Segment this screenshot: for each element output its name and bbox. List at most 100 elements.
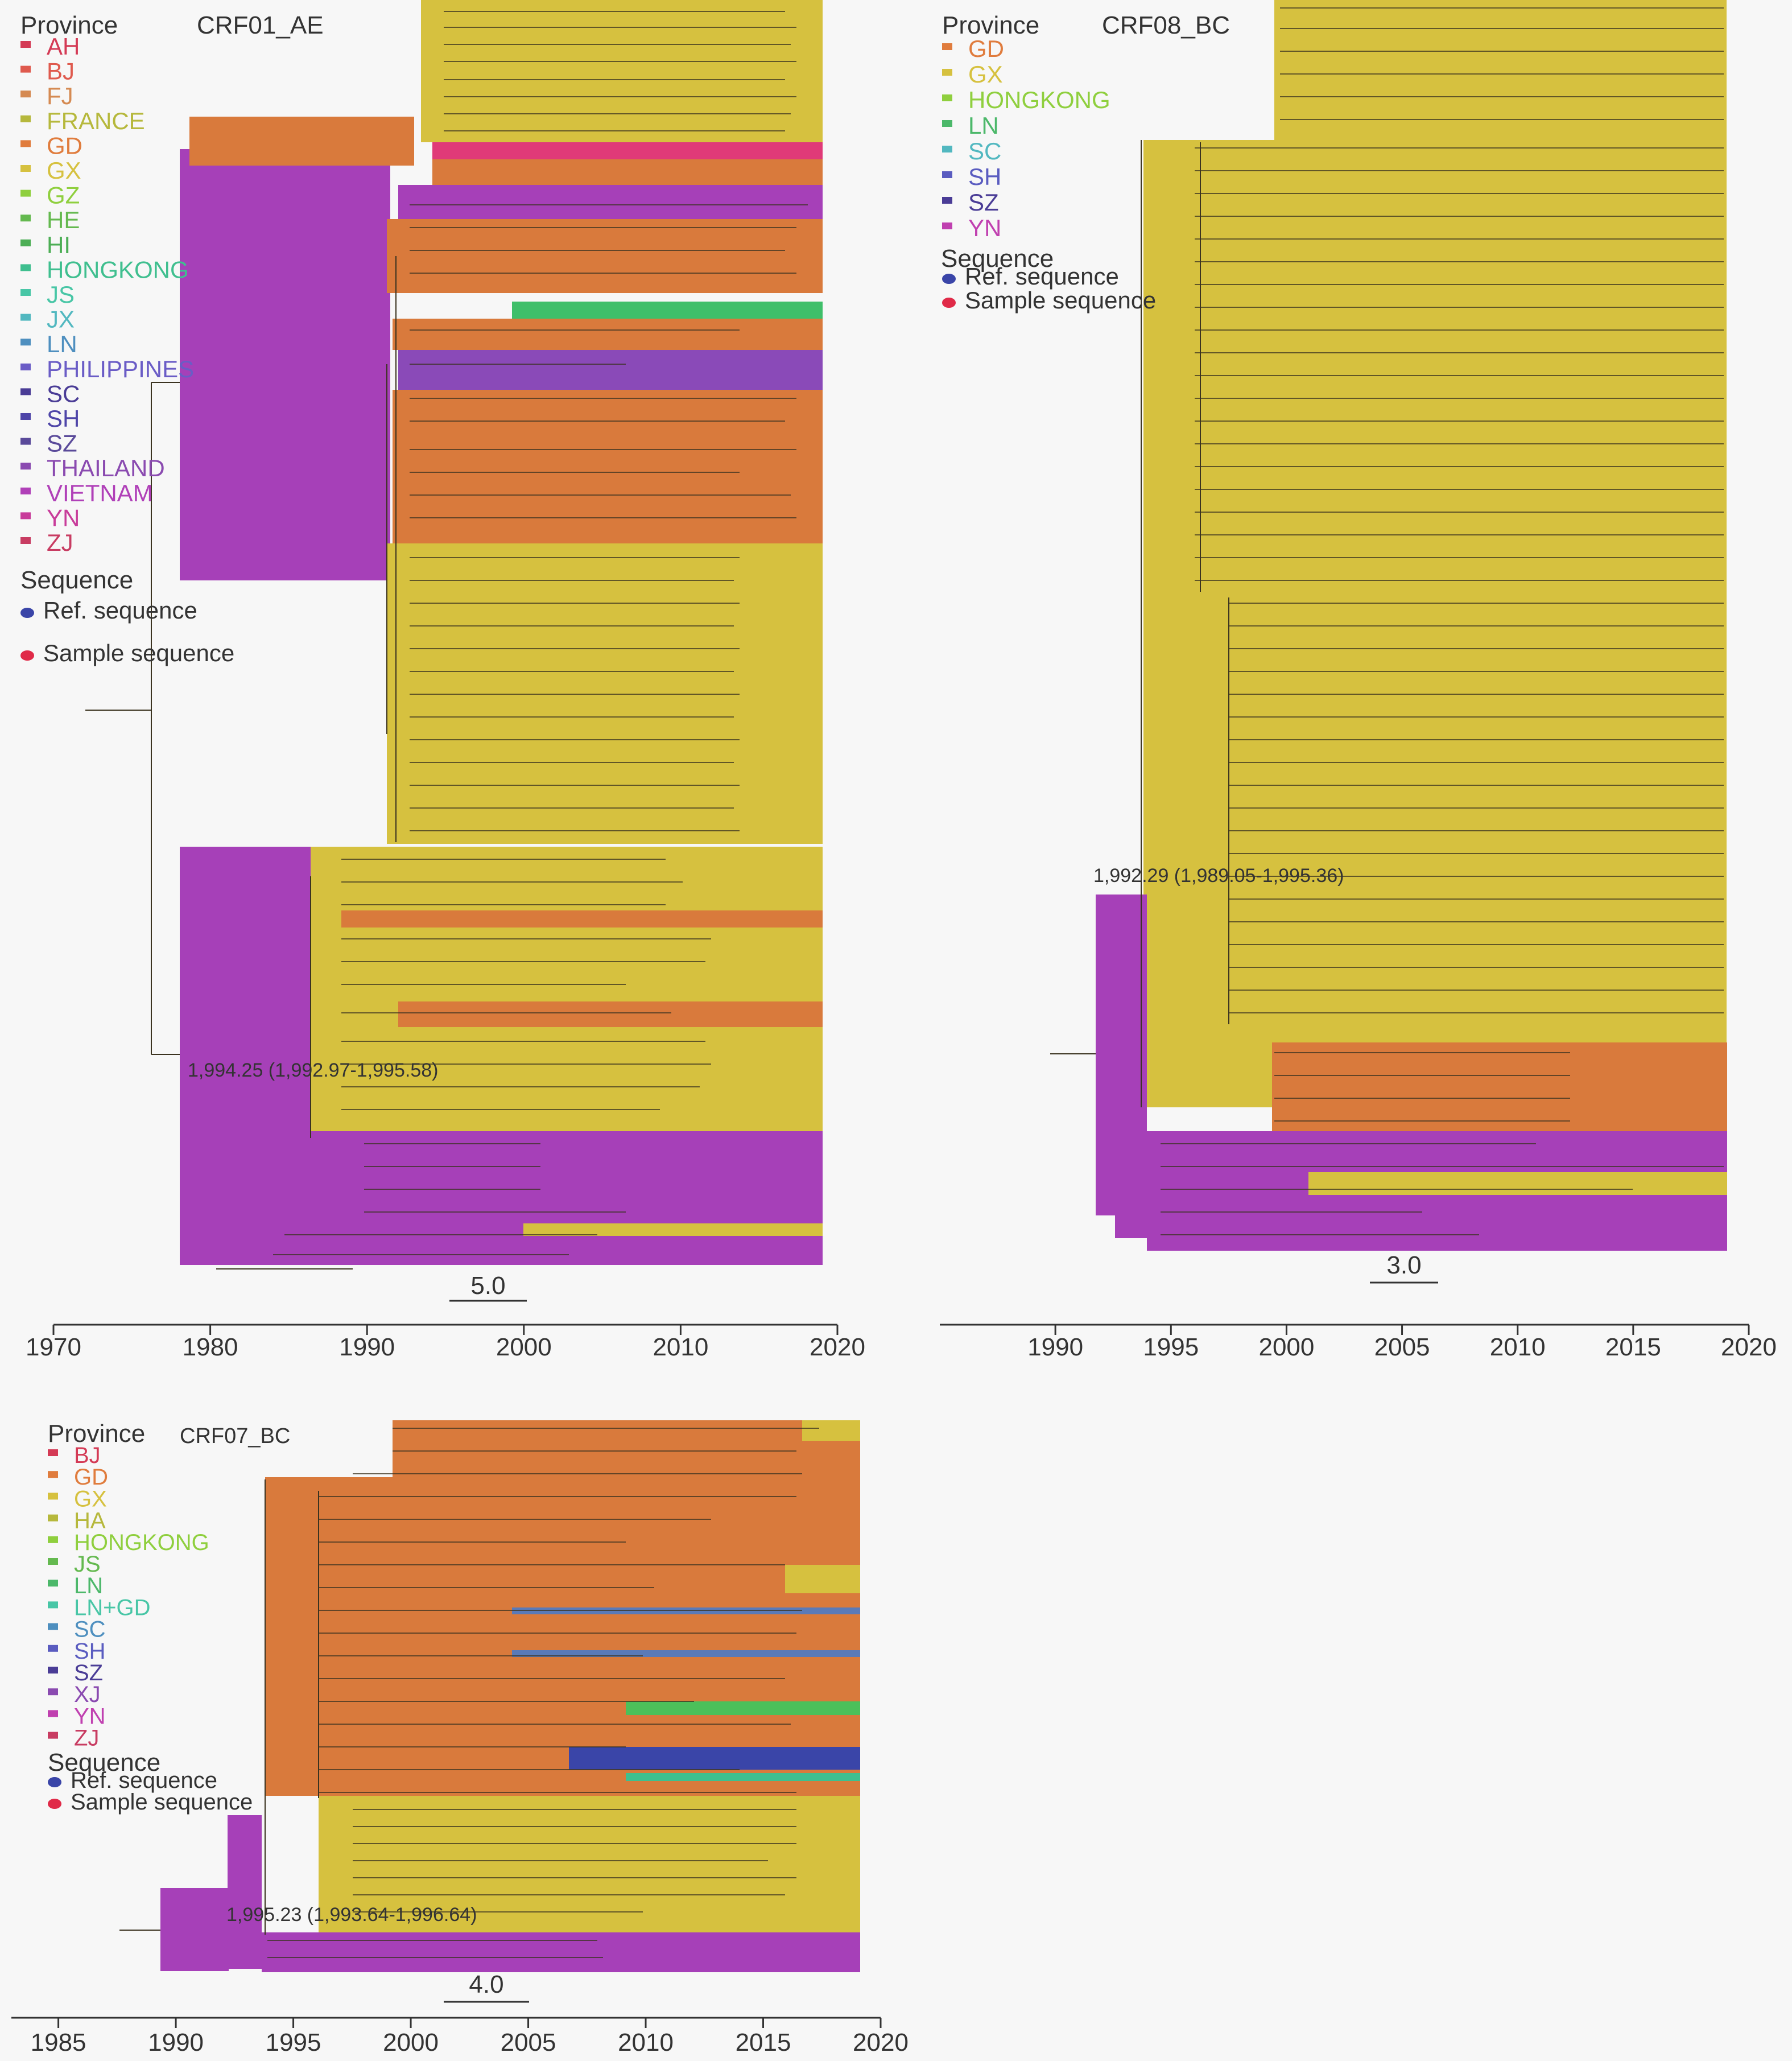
axis-tick-label: 2015 (1605, 1333, 1661, 1361)
sequence-legend: Ref. sequence Sample sequence (20, 597, 234, 666)
axis-tick-label: 2020 (853, 2029, 909, 2056)
legend-item-label: HE (47, 207, 80, 233)
legend-item-label: LN (47, 331, 77, 357)
sequence-marker-icon (20, 650, 34, 661)
legend-item-label: HONGKONG (47, 256, 189, 283)
legend-item-label: HI (47, 232, 71, 258)
legend-swatch (942, 94, 952, 101)
axis-tick-label: 2010 (1490, 1333, 1546, 1361)
legend-swatch (48, 1493, 58, 1500)
legend-item-label: GX (968, 61, 1003, 88)
axis-tick-label: 2005 (1374, 1333, 1430, 1361)
sequence-marker-icon (48, 1799, 61, 1809)
legend-item-label: YN (968, 215, 1001, 241)
sequence-legend-label: Sample sequence (965, 287, 1156, 314)
node-annotation: 1,995.23 (1,993.64-1,996.64) (226, 1904, 477, 1926)
sequence-marker-icon (942, 274, 956, 284)
legend-swatch (942, 69, 952, 76)
axis-tick-label: 1995 (1143, 1333, 1199, 1361)
sequence-legend-label: Ref. sequence (43, 597, 197, 624)
sequence-legend-label: Sample sequence (43, 640, 234, 666)
time-axis: 1990 1995 2000 2005 2010 2015 2020 (940, 1324, 1777, 1361)
legend-item-label: VIETNAM (47, 480, 153, 506)
panel-title: CRF08_BC (1102, 11, 1230, 39)
legend-swatch (48, 1688, 58, 1696)
axis-tick-label: 2020 (1721, 1333, 1777, 1361)
legend-swatch (20, 487, 31, 494)
legend-title: Province (942, 11, 1039, 39)
legend-swatch (20, 413, 31, 420)
sequence-legend-label: Sample sequence (71, 1790, 253, 1815)
node-annotation: 1,994.25 (1,992.97-1,995.58) (188, 1060, 438, 1081)
axis-tick-label: 1985 (31, 2029, 86, 2056)
legend-swatch (20, 289, 31, 296)
legend-item-label: FRANCE (47, 108, 145, 134)
legend-item-label: LN (74, 1573, 103, 1598)
legend-item-label: SZ (968, 189, 999, 216)
legend-swatch (20, 215, 31, 222)
legend-swatch (20, 41, 31, 48)
legend-swatch (20, 115, 31, 122)
legend-item-label: SH (47, 405, 80, 432)
legend-item-label: JS (47, 281, 75, 308)
legend-swatch (20, 314, 31, 321)
legend-swatch (20, 189, 31, 197)
legend-swatch (20, 339, 31, 346)
legend-item-label: SH (74, 1639, 106, 1664)
tree-crf07-bc (119, 1420, 860, 1972)
axis-tick-label: 2000 (496, 1333, 552, 1361)
legend-item-label: FJ (47, 83, 73, 109)
legend-swatch (20, 264, 31, 271)
legend-swatch (20, 140, 31, 147)
axis-tick-label: 2005 (501, 2029, 556, 2056)
axis-tick-label: 1990 (1027, 1333, 1083, 1361)
legend-swatch (48, 1449, 58, 1456)
legend-item-label: AH (47, 33, 80, 60)
sequence-legend-title: Sequence (941, 245, 1054, 273)
node-annotation: 1,992.29 (1,989.05-1,995.36) (1093, 865, 1344, 887)
axis-tick-label: 1990 (148, 2029, 204, 2056)
legend-item-label: ZJ (47, 529, 73, 556)
legend-item-label: SC (47, 380, 80, 407)
legend-swatch (20, 438, 31, 445)
tree-crf08-bc (1050, 0, 1727, 1251)
tree-crf01-ae (85, 0, 823, 1269)
panel-crf01-ae: Province CRF01_AE AHBJFJFRANCEGDGXGZHEHI… (20, 0, 865, 1361)
legend-swatch (20, 165, 31, 172)
legend-item-label: SZ (74, 1660, 103, 1685)
axis-tick-label: 2000 (383, 2029, 439, 2056)
axis-tick-label: 2010 (653, 1333, 708, 1361)
sequence-marker-icon (942, 298, 956, 308)
legend-title: Province (48, 1420, 145, 1448)
legend-swatch (48, 1601, 58, 1609)
legend-swatch (48, 1667, 58, 1673)
axis-tick-label: 1970 (26, 1333, 81, 1361)
legend-swatch (942, 197, 952, 204)
legend-item-label: LN (968, 112, 999, 139)
legend-item-label: XJ (74, 1682, 101, 1707)
sequence-legend-label: Ref. sequence (965, 263, 1119, 290)
legend-swatch (20, 90, 31, 98)
sequence-legend-title: Sequence (20, 566, 133, 594)
sequence-marker-icon (48, 1777, 61, 1787)
legend-swatch (48, 1644, 58, 1652)
legend-swatch (20, 388, 31, 395)
legend-item-label: SH (968, 163, 1001, 190)
legend-swatch (48, 1514, 58, 1522)
legend-item-label: GX (47, 157, 81, 184)
legend-item-label: GD (74, 1465, 108, 1490)
legend-swatch (48, 1471, 58, 1478)
scale-bar-label: 4.0 (469, 1971, 503, 1998)
legend-swatch (942, 222, 952, 229)
legend-item-label: GX (74, 1486, 107, 1511)
legend-swatch (20, 512, 31, 520)
legend-item-label: JS (74, 1552, 101, 1577)
legend-swatch (48, 1732, 58, 1739)
sequence-marker-icon (20, 608, 34, 618)
sequence-legend-label: Ref. sequence (71, 1768, 217, 1793)
legend-swatch (48, 1536, 58, 1543)
legend-swatch (942, 171, 952, 178)
legend-item-label: LN+GD (74, 1595, 151, 1620)
